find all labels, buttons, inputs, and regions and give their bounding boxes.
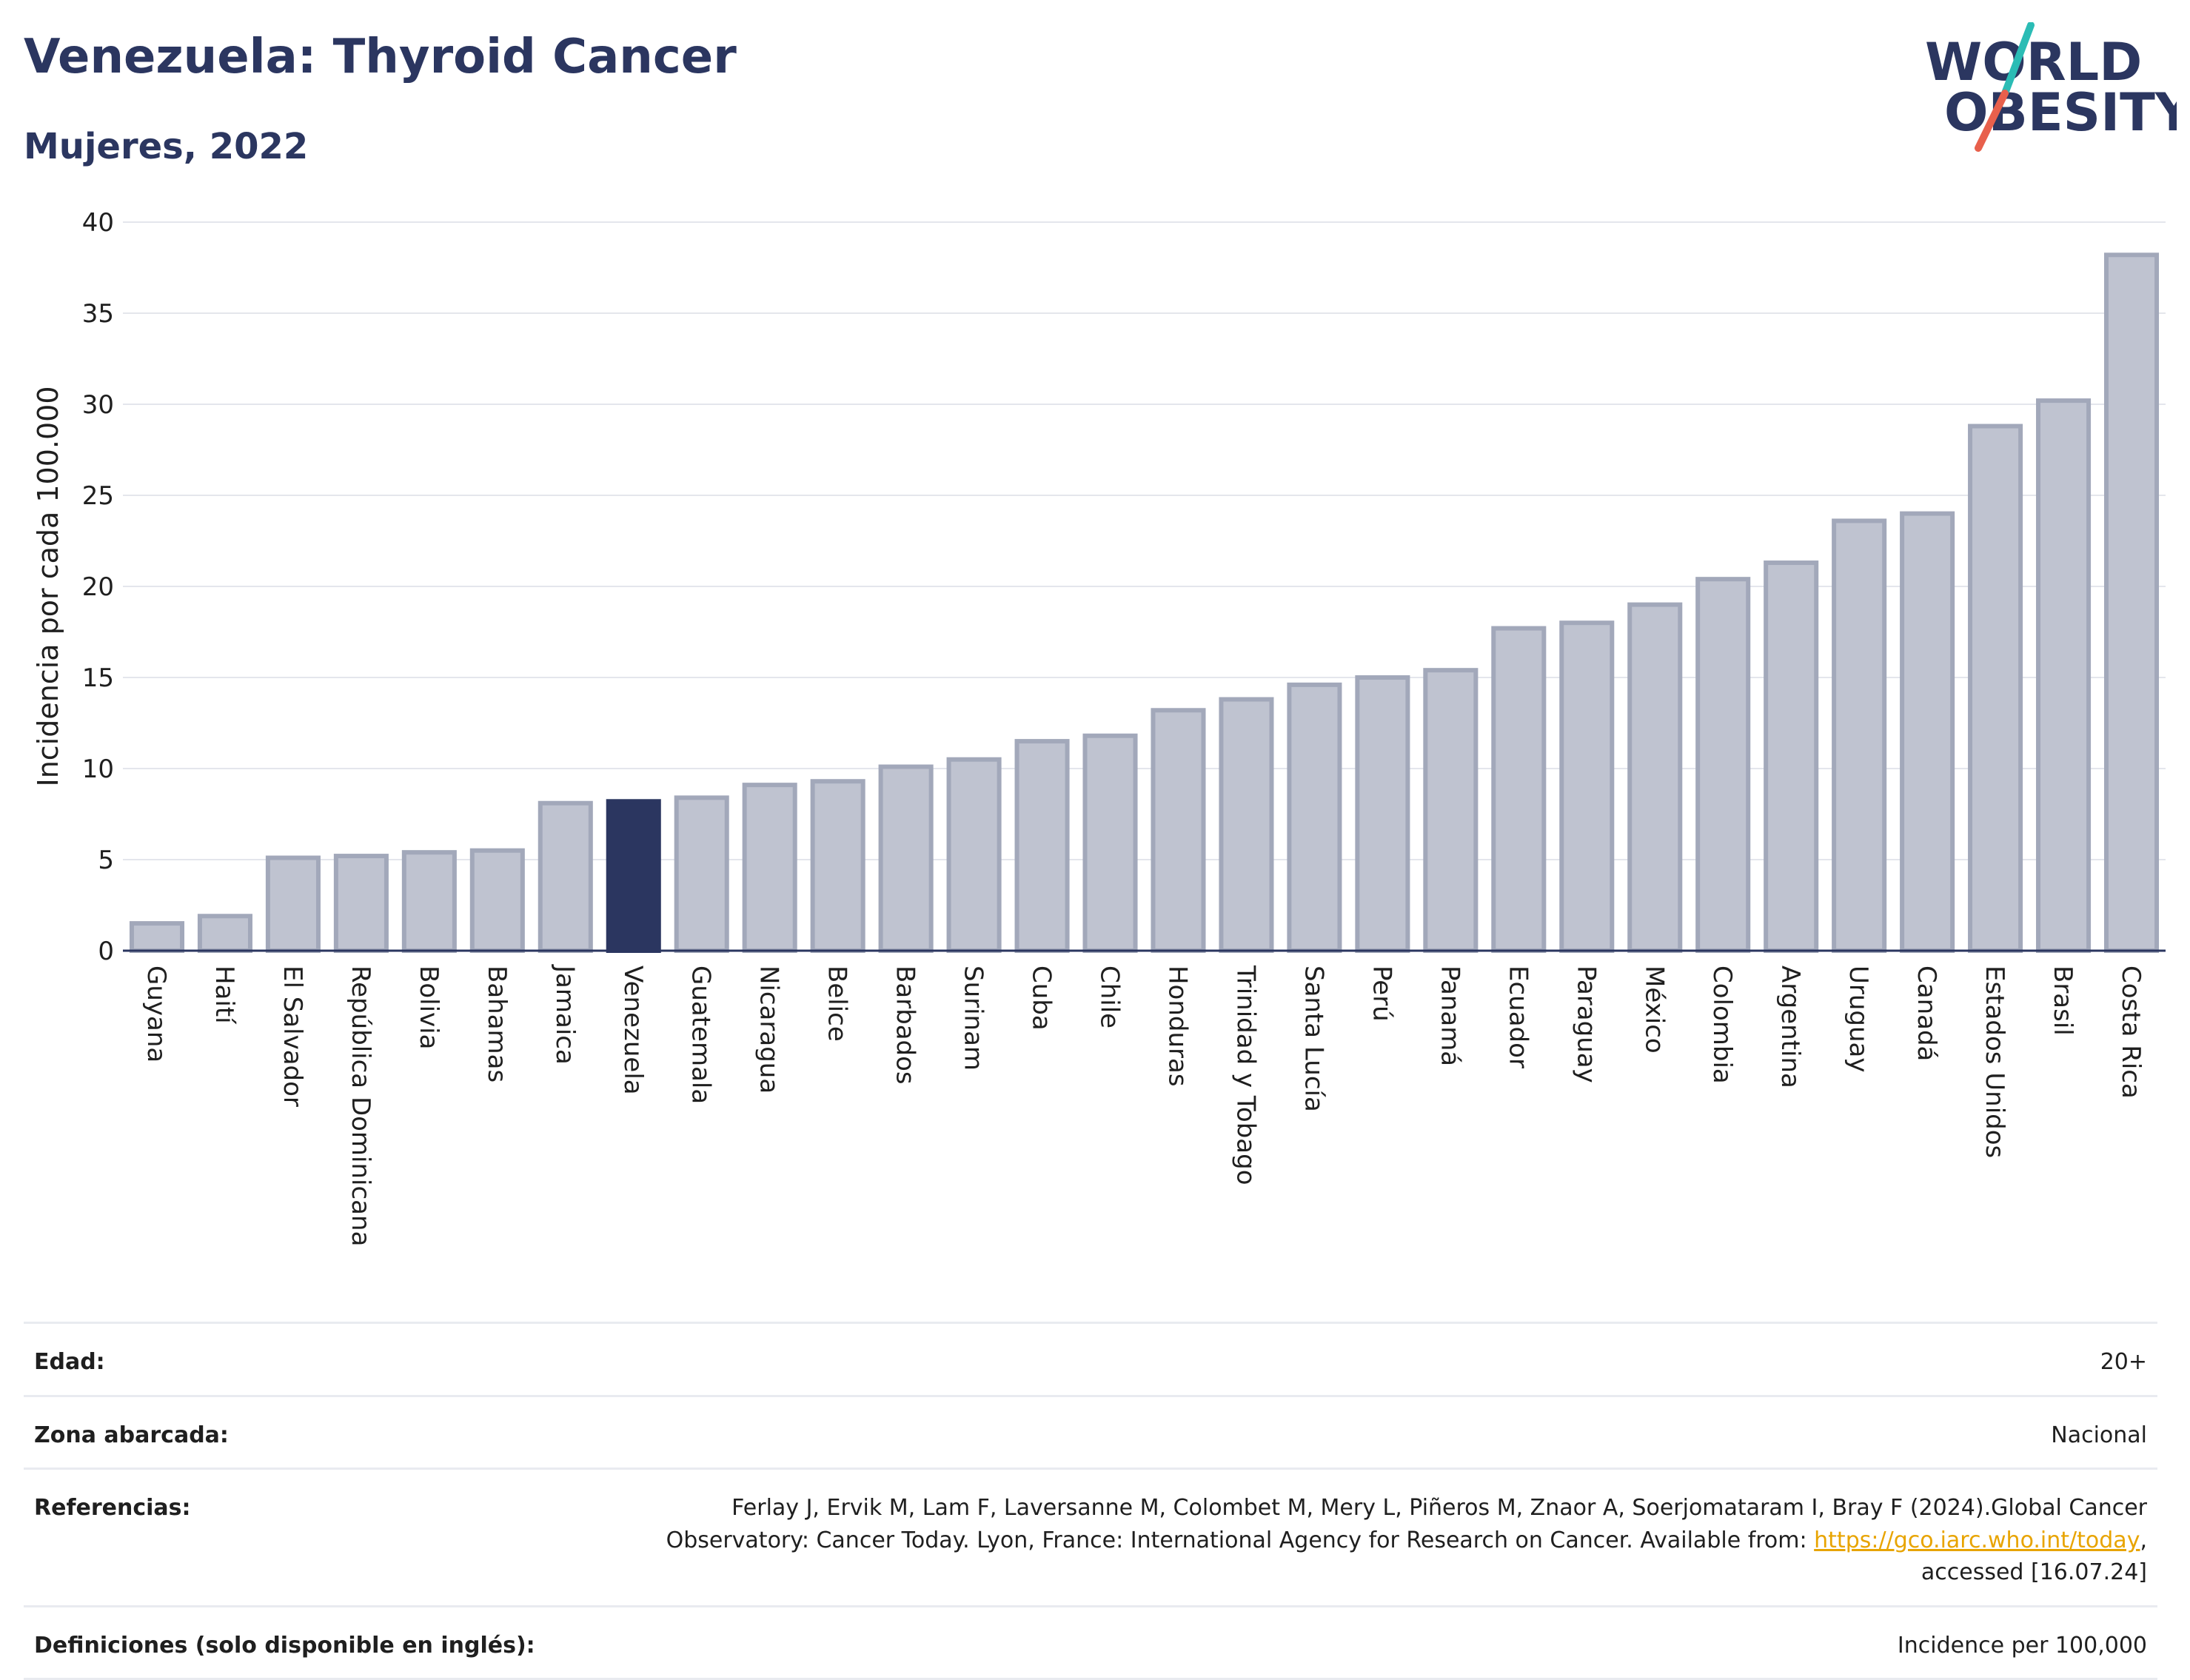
age-value: 20+ xyxy=(577,1322,2157,1396)
x-category-labels: Guyana Haití El Salvador República Dominica… xyxy=(141,964,2146,1246)
bar-guatemala xyxy=(674,795,729,953)
logo-word-obesity: OBESITY xyxy=(1944,82,2177,143)
x-category-label: Paraguay xyxy=(1571,966,1601,1083)
x-category-label: República Dominicana xyxy=(346,966,375,1246)
y-tick-label: 30 xyxy=(82,390,114,420)
bar-honduras xyxy=(1151,708,1206,954)
bar-surinam xyxy=(946,757,1002,953)
zone-label: Zona abarcada: xyxy=(24,1394,577,1469)
y-tick-label: 25 xyxy=(82,481,114,511)
x-category-label: Argentina xyxy=(1775,966,1805,1088)
bar-canadá xyxy=(1900,511,1955,954)
x-category-label: Bolivia xyxy=(414,966,443,1049)
info-row-definitions: Definiciones (solo disponible en inglés)… xyxy=(24,1604,2157,1680)
bar-nicaragua xyxy=(742,783,797,954)
info-row-references: Referencias: Ferlay J, Ervik M, Lam F, L… xyxy=(24,1468,2157,1606)
x-category-label: Haití xyxy=(210,966,239,1025)
world-obesity-logo: WORLD OBESITY xyxy=(1925,22,2177,152)
bar-república-dominicana xyxy=(333,854,389,954)
definitions-label: Definiciones (solo disponible en inglés)… xyxy=(24,1604,577,1680)
x-category-label: Belice xyxy=(823,966,852,1042)
bar-jamaica xyxy=(538,800,593,953)
bar-méxico xyxy=(1627,602,1683,953)
x-category-label: Surinam xyxy=(959,966,988,1071)
x-category-label: Jamaica xyxy=(550,964,580,1065)
bars xyxy=(129,252,2160,954)
x-category-label: Uruguay xyxy=(1844,966,1873,1073)
zone-value: Nacional xyxy=(577,1394,2157,1469)
x-category-label: Guyana xyxy=(141,966,171,1062)
bar-bolivia xyxy=(401,850,457,953)
bar-barbados xyxy=(878,764,934,953)
x-category-label: Canadá xyxy=(1912,966,1941,1061)
y-tick-label: 35 xyxy=(82,299,114,329)
x-category-label: Nicaragua xyxy=(754,966,784,1094)
logo-word-world: WORLD xyxy=(1925,32,2142,93)
x-category-label: Venezuela xyxy=(618,966,648,1095)
y-tick-label: 0 xyxy=(98,937,114,966)
bar-argentina xyxy=(1764,560,1819,953)
bar-uruguay xyxy=(1832,518,1887,953)
x-category-label: Guatemala xyxy=(686,966,716,1104)
bar-chile xyxy=(1082,733,1138,953)
x-category-label: Bahamas xyxy=(482,966,512,1082)
bar-haití xyxy=(197,914,252,954)
bar-colombia xyxy=(1695,577,1751,953)
bar-perú xyxy=(1355,675,1410,953)
bar-paraguay xyxy=(1559,620,1615,953)
references-accessed: , accessed [16.07.24] xyxy=(1921,1527,2147,1586)
y-axis-title: Incidencia por cada 100.000 xyxy=(32,386,64,786)
logo-slash-teal xyxy=(2001,22,2035,97)
x-category-label: Colombia xyxy=(1707,966,1737,1084)
x-category-label: Chile xyxy=(1095,966,1125,1028)
y-tick-label: 10 xyxy=(82,754,114,784)
x-category-label: Barbados xyxy=(891,966,920,1085)
x-category-label: Perú xyxy=(1367,966,1396,1022)
y-tick-label: 20 xyxy=(82,572,114,602)
bar-cuba xyxy=(1014,739,1070,953)
bar-panamá xyxy=(1423,668,1479,953)
y-tick-labels: 0 5 10 15 20 25 30 35 40 xyxy=(82,208,114,966)
x-category-label: Brasil xyxy=(2048,966,2077,1036)
x-category-label: México xyxy=(1639,966,1669,1054)
references-label: Referencias: xyxy=(24,1468,577,1606)
x-category-label: Panamá xyxy=(1435,966,1464,1066)
bar-ecuador xyxy=(1491,626,1547,954)
bar-el-salvador xyxy=(265,855,321,953)
page-title: Venezuela: Thyroid Cancer xyxy=(24,30,737,84)
y-tick-label: 5 xyxy=(98,846,114,875)
bar-guyana xyxy=(129,921,185,953)
info-row-zone: Zona abarcada: Nacional xyxy=(24,1394,2157,1469)
info-row-age: Edad: 20+ xyxy=(24,1322,2157,1396)
bar-chart: 0 5 10 15 20 25 30 35 40 Guyana Haití El Salvador R… xyxy=(32,208,2166,1246)
bar-brasil xyxy=(2036,398,2092,953)
bar-santa-lucía xyxy=(1287,682,1342,954)
references-text: Ferlay J, Ervik M, Lam F, Laversanne M, … xyxy=(666,1495,2147,1553)
bar-costa-rica xyxy=(2103,252,2160,953)
x-category-label: Estados Unidos xyxy=(1980,966,2009,1158)
bar-belice xyxy=(810,779,865,953)
info-table: Edad: 20+ Zona abarcada: Nacional Refere… xyxy=(24,1322,2157,1680)
x-category-label: Honduras xyxy=(1162,966,1192,1087)
references-value: Ferlay J, Ervik M, Lam F, Laversanne M, … xyxy=(577,1468,2157,1606)
x-category-label: Ecuador xyxy=(1503,966,1533,1068)
logo-slash-red xyxy=(1975,90,2009,152)
x-category-label: Trinidad y Tobago xyxy=(1230,965,1260,1185)
age-label: Edad: xyxy=(24,1322,577,1396)
y-tick-label: 40 xyxy=(82,208,114,238)
definitions-value: Incidence per 100,000 xyxy=(577,1604,2157,1680)
x-category-label: El Salvador xyxy=(278,966,307,1107)
x-category-label: Cuba xyxy=(1027,966,1057,1031)
bar-estados-unidos xyxy=(1968,424,2023,953)
page-subtitle: Mujeres, 2022 xyxy=(24,126,309,167)
references-link[interactable]: https://gco.iarc.who.int/today xyxy=(1814,1527,2140,1553)
x-category-label: Santa Lucía xyxy=(1299,966,1328,1112)
y-tick-label: 15 xyxy=(82,663,114,693)
bar-trinidad-y-tobago xyxy=(1219,697,1274,954)
x-category-label: Costa Rica xyxy=(2116,966,2146,1099)
bar-bahamas xyxy=(469,848,525,954)
bar-venezuela xyxy=(606,799,661,954)
